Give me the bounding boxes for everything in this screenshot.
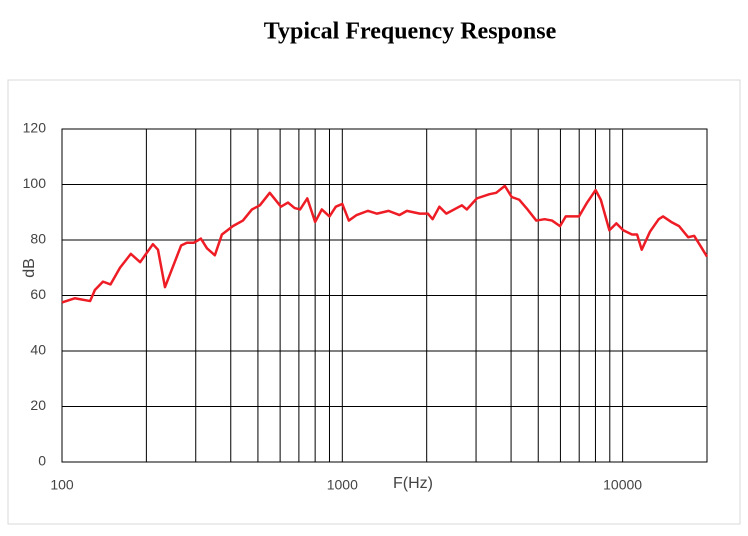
y-tick-label: 120	[23, 120, 47, 136]
y-tick-label: 0	[38, 453, 46, 469]
x-tick-label: 1000	[327, 477, 358, 493]
y-axis-label: dB	[21, 258, 38, 278]
x-tick-label: 100	[50, 477, 74, 493]
chart-frame	[7, 79, 741, 525]
y-tick-label: 100	[23, 175, 47, 191]
y-tick-label: 60	[30, 286, 46, 302]
y-tick-label: 20	[30, 397, 46, 413]
x-tick-label: 10000	[603, 477, 642, 493]
plot-frame	[61, 128, 708, 463]
x-axis-label: F(Hz)	[393, 475, 433, 492]
y-tick-label: 80	[30, 231, 46, 247]
chart-title: Typical Frequency Response	[264, 19, 557, 45]
series-line	[61, 184, 709, 304]
y-tick-label: 40	[30, 342, 46, 358]
